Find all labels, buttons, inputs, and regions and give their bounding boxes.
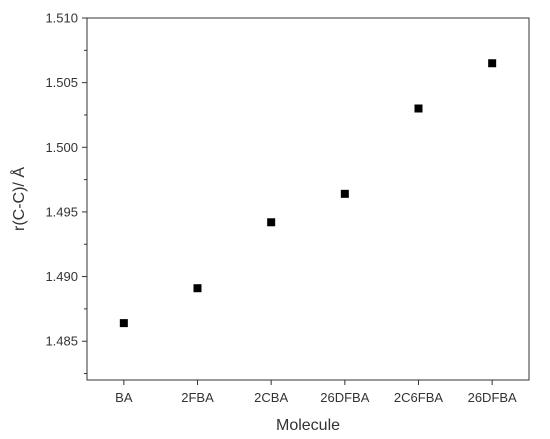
data-point [267,218,276,227]
x-tick-label: 2FBA [181,390,214,405]
x-tick-label: 26DFBA [320,390,369,405]
x-tick-label: 2CBA [254,390,288,405]
data-point [340,189,349,198]
data-point [119,319,128,328]
y-tick-label: 1.490 [45,269,78,284]
x-tick-label: 2C6FBA [394,390,443,405]
x-axis: BA 2FBA 2CBA 26DFBA 2C6FBA 26DFBA [115,380,517,405]
data-point [193,284,202,293]
x-axis-title: Molecule [276,417,340,434]
plot-frame [86,17,530,381]
y-tick-label: 1.495 [45,204,78,219]
x-tick-label: BA [115,390,133,405]
y-tick-label: 1.505 [45,75,78,90]
x-tick-label: 26DFBA [468,390,517,405]
y-tick-label: 1.510 [45,11,78,26]
data-point [414,104,423,113]
y-tick-label: 1.485 [45,334,78,349]
data-point [488,59,497,68]
y-tick-label: 1.500 [45,140,78,155]
y-axis-title: r(C-C)/ Å [9,167,28,231]
data-points [119,59,497,328]
y-axis: 1.485 1.490 1.495 1.500 1.505 1.510 [45,11,87,375]
